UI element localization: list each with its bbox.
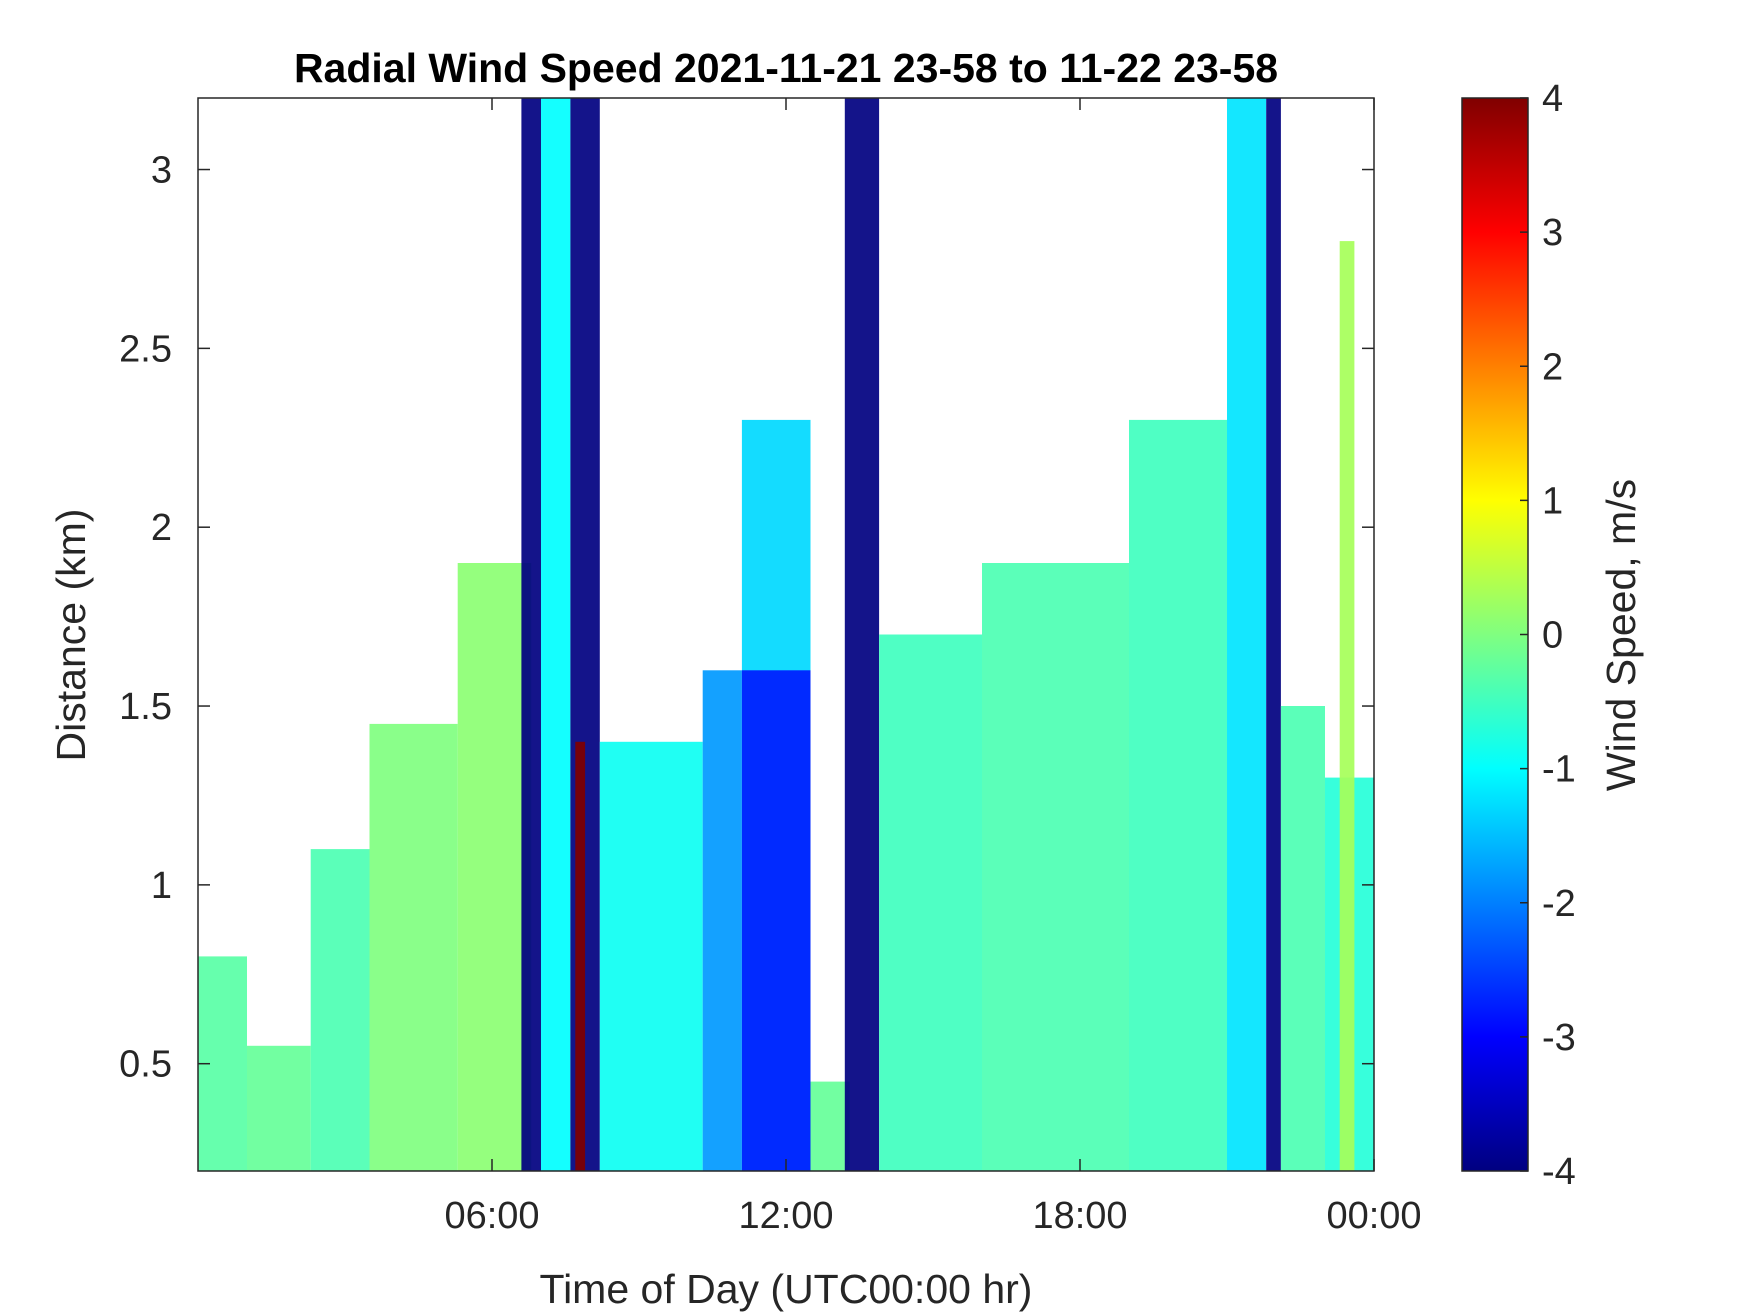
x-axis-label: Time of Day (UTC00:00 hr) [540,1266,1033,1312]
x-tick-label: 06:00 [444,1195,539,1237]
y-tick-label: 2 [151,507,172,549]
heatmap-band-21 [1280,706,1325,1171]
x-tick-label: 00:00 [1326,1195,1421,1237]
y-tick-label: 1 [151,865,172,907]
heatmap-band-15 [844,98,880,1171]
heatmap-band-20 [1266,98,1281,1171]
heatmap-band-18 [1129,419,1227,1171]
colorbar-tick-label: 3 [1542,212,1563,254]
heatmap-band-2 [247,1045,311,1171]
colorbar-tick-label: -1 [1542,749,1576,791]
heatmap-layer [198,98,1374,1171]
heatmap-band-16 [879,634,982,1171]
heatmap-band-5 [457,563,532,1171]
colorbar-tick-label: 1 [1542,480,1563,522]
colorbar-tick-label: 0 [1542,615,1563,657]
colorbar-tick-label: -4 [1542,1151,1576,1193]
heatmap-band-10 [599,741,703,1171]
y-tick-label: 0.5 [119,1044,172,1086]
y-tick-label: 3 [151,150,172,192]
heatmap-band-7 [541,98,571,1171]
heatmap-band-19 [1227,98,1267,1171]
colorbar-tick-label: -3 [1542,1017,1576,1059]
heatmap-band-14 [810,1081,850,1171]
colorbar-tick-label: 4 [1542,78,1563,120]
x-tick-label: 18:00 [1032,1195,1127,1237]
colorbar [1461,97,1529,1172]
x-tick-label: 12:00 [738,1195,833,1237]
colorbar-tick-label: 2 [1542,346,1563,388]
colorbar-axis: -4 -3 -2 -1 0 1 2 3 4 [1520,78,1576,1193]
y-axis-label: Distance (km) [48,509,94,762]
heatmap-band-3 [310,849,370,1171]
heatmap-band-17 [982,563,1129,1171]
heatmap-band-6 [521,98,541,1171]
heatmap-band-9 [575,741,586,1171]
heatmap-band-8 [570,98,600,1171]
x-axis: 06:00 12:00 18:00 00:00 [444,98,1422,1237]
chart-title: Radial Wind Speed 2021-11-21 23-58 to 11… [294,45,1278,91]
heatmap-band-23 [1339,241,1355,1171]
y-axis: 0.5 1 1.5 2 2.5 3 [119,150,1374,1086]
heatmap-band-11 [702,670,742,1171]
y-tick-label: 2.5 [119,328,172,370]
heatmap-band-13 [741,670,811,1171]
heatmap-band-4 [369,723,458,1171]
colorbar-label: Wind Speed, m/s [1598,479,1644,791]
y-tick-label: 1.5 [119,686,172,728]
colorbar-tick-label: -2 [1542,883,1576,925]
